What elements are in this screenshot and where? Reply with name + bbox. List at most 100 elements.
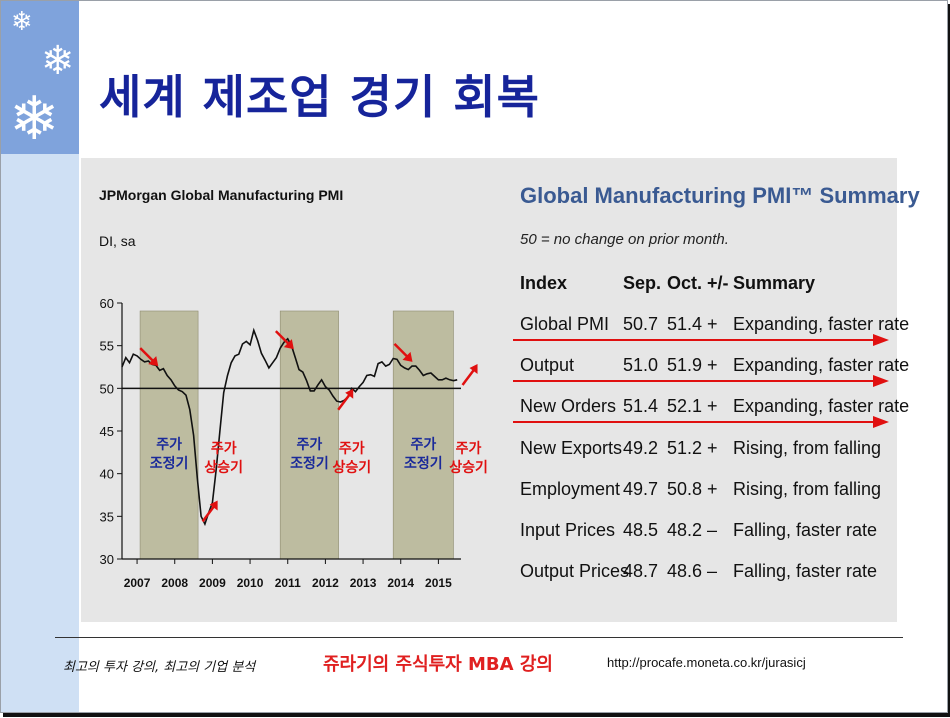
shaded-period-label: 조정기 [290,455,329,472]
x-tick-label: 2013 [350,576,377,590]
table-header-pm: +/- [707,273,729,293]
x-tick-label: 2014 [387,576,414,590]
y-tick-label: 60 [100,296,114,311]
rise-period-label: 주가 [339,441,365,457]
left-decor-block [1,1,79,154]
x-tick-label: 2009 [199,576,226,590]
table-cell-oct: 48.2 [667,520,703,540]
shaded-period-label: 주가 [410,437,436,453]
highlight-arrow-head [873,416,889,428]
x-tick-label: 2010 [237,576,264,590]
shaded-period [279,310,339,560]
y-tick-label: 35 [100,509,114,524]
table-cell-oct: 48.6 [667,561,703,581]
rise-period-label: 상승기 [332,460,371,476]
table-cell-summary: Expanding, faster rate [733,314,910,334]
table-header-index: Index [520,273,568,293]
arrow-shaft [139,347,156,364]
table-cell-summary: Falling, faster rate [733,561,878,581]
arrow-head [148,356,159,367]
table-cell-summary: Falling, faster rate [733,520,878,540]
table-cell-pm: + [707,479,718,499]
chart-unit: DI, sa [99,233,136,249]
table-cell-sep: 51.4 [623,396,659,416]
x-tick-label: 2011 [275,576,301,590]
arrow-shaft [337,392,352,411]
table-cell-index: Employment [520,479,621,499]
table-cell-index: New Exports [520,438,623,458]
arrow-head [402,351,413,362]
snowflake-icon: ❄ [9,84,60,154]
table-header-sep: Sep. [623,273,662,293]
table-cell-oct: 51.4 [667,314,703,334]
y-tick-label: 45 [100,424,114,439]
footer-url-link[interactable]: http://procafe.moneta.co.kr/jurasicj [607,655,806,670]
slide-title: 세계 제조업 경기 회복 [99,70,540,124]
shaded-period-label: 조정기 [150,455,189,472]
rise-period-label: 주가 [211,441,237,457]
table-cell-summary: Rising, from falling [733,438,882,458]
footer-course-title: 쥬라기의 주식투자 MBA 강의 [323,654,553,675]
y-tick-label: 50 [100,381,114,396]
table-cell-oct: 51.9 [667,355,703,375]
table-cell-index: New Orders [520,396,617,416]
x-tick-label: 2015 [425,576,452,590]
table-cell-oct: 50.8 [667,479,703,499]
table-header-summary: Summary [733,273,816,293]
y-tick-label: 55 [100,339,114,354]
table-cell-pm: – [707,520,718,540]
y-tick-label: 30 [100,552,114,567]
shaded-period-label: 주가 [156,437,182,453]
shaded-period [139,310,199,560]
table-cell-sep: 49.7 [623,479,659,499]
table-cell-oct: 51.2 [667,438,703,458]
summary-note: 50 = no change on prior month. [520,231,729,248]
footer-divider [55,637,903,638]
arrow-head [469,363,478,374]
table-cell-summary: Expanding, faster rate [733,355,910,375]
x-tick-label: 2008 [161,576,188,590]
content-panel [81,158,897,622]
table-cell-pm: + [707,355,718,375]
rise-period-label: 주가 [456,441,482,457]
y-tick-label: 40 [100,467,114,482]
arrow-shaft [201,504,216,523]
shaded-period-label: 주가 [297,437,323,453]
table-cell-sep: 48.5 [623,520,659,540]
shaded-period [392,310,454,560]
table-header-oct: Oct. [667,273,703,293]
arrow-shaft [461,368,476,386]
table-cell-sep: 48.7 [623,561,659,581]
table-cell-index: Global PMI [520,314,610,334]
arrow-head [345,388,354,399]
shaded-period-label: 조정기 [404,455,443,472]
arrow-head [209,500,218,511]
table-cell-pm: + [707,438,718,458]
rise-period-label: 상승기 [204,460,243,476]
arrow-head [283,339,294,350]
x-tick-label: 2012 [312,576,339,590]
highlight-arrow-head [873,375,889,387]
arrow-shaft [393,343,410,359]
summary-title: Global Manufacturing PMI™ Summary [520,183,920,208]
rise-period-label: 상승기 [449,460,488,476]
chart-title: JPMorgan Global Manufacturing PMI [99,187,344,203]
table-cell-sep: 49.2 [623,438,659,458]
arrow-shaft [274,330,291,346]
table-cell-pm: – [707,561,718,581]
table-cell-index: Output [520,355,575,375]
table-cell-index: Output Prices [520,561,630,581]
table-cell-oct: 52.1 [667,396,703,416]
highlight-arrow-head [873,334,889,346]
table-cell-pm: + [707,396,718,416]
table-cell-pm: + [707,314,718,334]
table-cell-summary: Rising, from falling [733,479,882,499]
table-cell-sep: 51.0 [623,355,659,375]
x-tick-label: 2007 [124,576,151,590]
snowflake-icon: ❄ [11,7,33,37]
snowflake-icon: ❄ [41,38,75,84]
table-cell-summary: Expanding, faster rate [733,396,910,416]
table-cell-index: Input Prices [520,520,616,540]
